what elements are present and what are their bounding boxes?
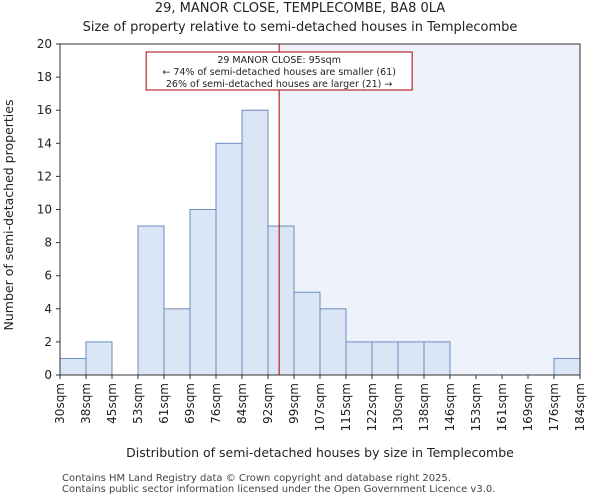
bar-176sqm: [553, 357, 581, 376]
x-tick-label: 161sqm: [495, 383, 509, 431]
bar-107sqm: [319, 308, 347, 376]
x-axis-label: Distribution of semi-detached houses by …: [126, 445, 514, 460]
bar-30sqm: [59, 357, 87, 376]
x-tick-label: 169sqm: [521, 383, 535, 431]
x-tick-label: 84sqm: [235, 383, 249, 424]
y-tick-label: 14: [37, 136, 52, 150]
x-tick-label: 38sqm: [79, 383, 93, 424]
y-tick-label: 10: [37, 203, 52, 217]
bar-115sqm: [345, 341, 373, 376]
x-tick-label: 122sqm: [365, 383, 379, 431]
y-tick-label: 0: [44, 368, 52, 382]
chart-title: 29, MANOR CLOSE, TEMPLECOMBE, BA8 0LA: [155, 1, 445, 16]
x-tick-label: 69sqm: [183, 383, 197, 424]
y-tick-label: 18: [37, 70, 52, 84]
annotation-box: [145, 51, 413, 91]
y-tick-label: 2: [44, 335, 52, 349]
y-tick-label: 8: [44, 236, 52, 250]
x-tick-label: 107sqm: [313, 383, 327, 431]
footer-credit-line-2: Contains public sector information licen…: [62, 484, 496, 495]
x-tick-label: 138sqm: [417, 383, 431, 431]
x-tick-label: 53sqm: [131, 383, 145, 424]
x-tick-label: 130sqm: [391, 383, 405, 431]
x-tick-label: 115sqm: [339, 383, 353, 431]
x-tick-label: 176sqm: [547, 383, 561, 431]
x-tick-label: 146sqm: [443, 383, 457, 431]
x-tick-label: 92sqm: [261, 383, 275, 424]
annotation-line: ← 74% of semi-detached houses are smalle…: [162, 67, 396, 78]
y-tick-label: 12: [37, 169, 52, 183]
x-tick-label: 153sqm: [469, 383, 483, 431]
x-tick-label: 76sqm: [209, 383, 223, 424]
bar-38sqm: [85, 341, 113, 376]
chart-subtitle: Size of property relative to semi-detach…: [83, 20, 518, 35]
y-tick-label: 4: [44, 302, 52, 316]
x-tick-label: 184sqm: [573, 383, 587, 431]
bar-99sqm: [293, 291, 321, 376]
bar-69sqm: [189, 209, 217, 376]
bar-84sqm: [241, 109, 269, 376]
bar-61sqm: [163, 308, 191, 376]
bar-92sqm: [267, 225, 295, 376]
annotation-line: 29 MANOR CLOSE: 95sqm: [217, 55, 341, 66]
y-tick-label: 6: [44, 269, 52, 283]
x-tick-label: 61sqm: [157, 383, 171, 424]
bar-130sqm: [397, 341, 425, 376]
bar-76sqm: [215, 142, 243, 376]
y-tick-label: 16: [37, 103, 52, 117]
y-axis-label: Number of semi-detached properties: [1, 100, 16, 331]
x-tick-label: 99sqm: [287, 383, 301, 424]
bar-122sqm: [371, 341, 399, 376]
annotation-line: 26% of semi-detached houses are larger (…: [166, 79, 393, 90]
x-tick-label: 45sqm: [105, 383, 119, 424]
bar-138sqm: [423, 341, 451, 376]
footer-credit-line-1: Contains HM Land Registry data © Crown c…: [62, 473, 451, 484]
bar-53sqm: [137, 225, 165, 376]
y-tick-label: 20: [37, 37, 52, 51]
x-tick-label: 30sqm: [53, 383, 67, 424]
